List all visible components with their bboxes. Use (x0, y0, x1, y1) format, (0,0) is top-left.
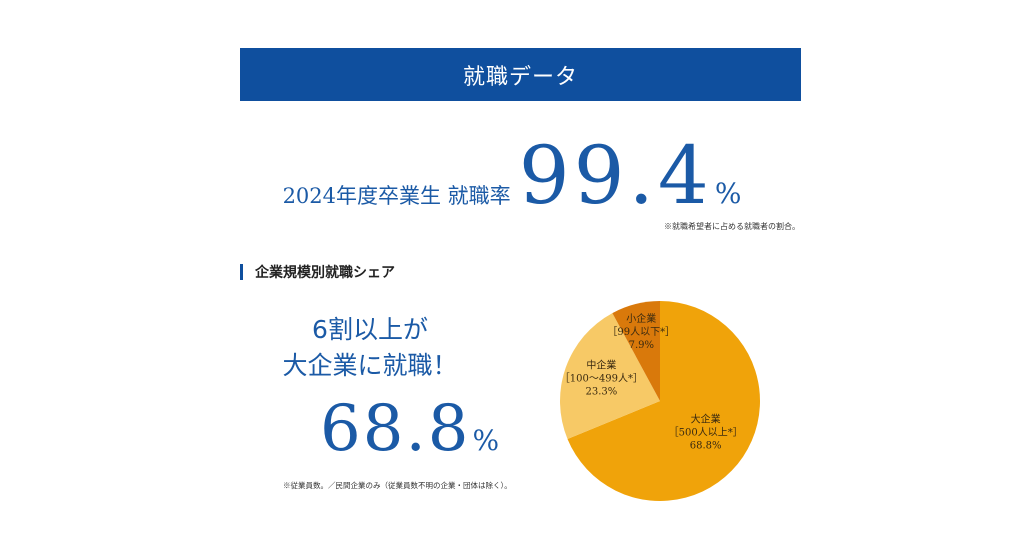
pie-slice-1 (560, 313, 660, 439)
large-company-share: 68.8 % (320, 392, 499, 472)
employment-rate: 2024年度卒業生 就職率 99.4 % (0, 136, 1024, 216)
pie-slice-0 (567, 301, 760, 501)
section-heading: 企業規模別就職シェア (240, 262, 395, 282)
employment-rate-unit: % (714, 177, 742, 210)
pie-slice-label-0: 大企業［500人以上*］ 68.8% (669, 413, 743, 452)
section-banner: 就職データ (240, 48, 801, 101)
headline-line-1: 6割以上が (312, 315, 428, 344)
heading-accent-bar (240, 264, 243, 280)
share-value: 68.8 (320, 392, 471, 466)
employment-rate-label: 2024年度卒業生 就職率 (282, 184, 511, 208)
pie-slice-label-1: 中企業［100〜499人*］ 23.3% (560, 359, 643, 398)
share-headline: 6割以上が 大企業に就職！ (260, 312, 480, 384)
employment-rate-note: ※就職希望者に占める就職者の割合。 (664, 222, 800, 231)
section-title: 企業規模別就職シェア (255, 265, 395, 281)
company-size-pie-chart: 大企業［500人以上*］ 68.8% 中企業［100〜499人*］ 23.3% 小企業［… (560, 301, 760, 501)
share-note: ※従業員数。／民間企業のみ（従業員数不明の企業・団体は除く）。 (283, 481, 512, 490)
pie-slice-label-2: 小企業［99人以下*］ 7.9% (607, 312, 675, 351)
share-unit: % (472, 424, 500, 457)
banner-title: 就職データ (462, 64, 578, 90)
headline-line-2: 大企業に就職！ (282, 351, 458, 380)
pie-slice-2 (612, 301, 660, 401)
employment-rate-value: 99.4 (518, 129, 713, 222)
